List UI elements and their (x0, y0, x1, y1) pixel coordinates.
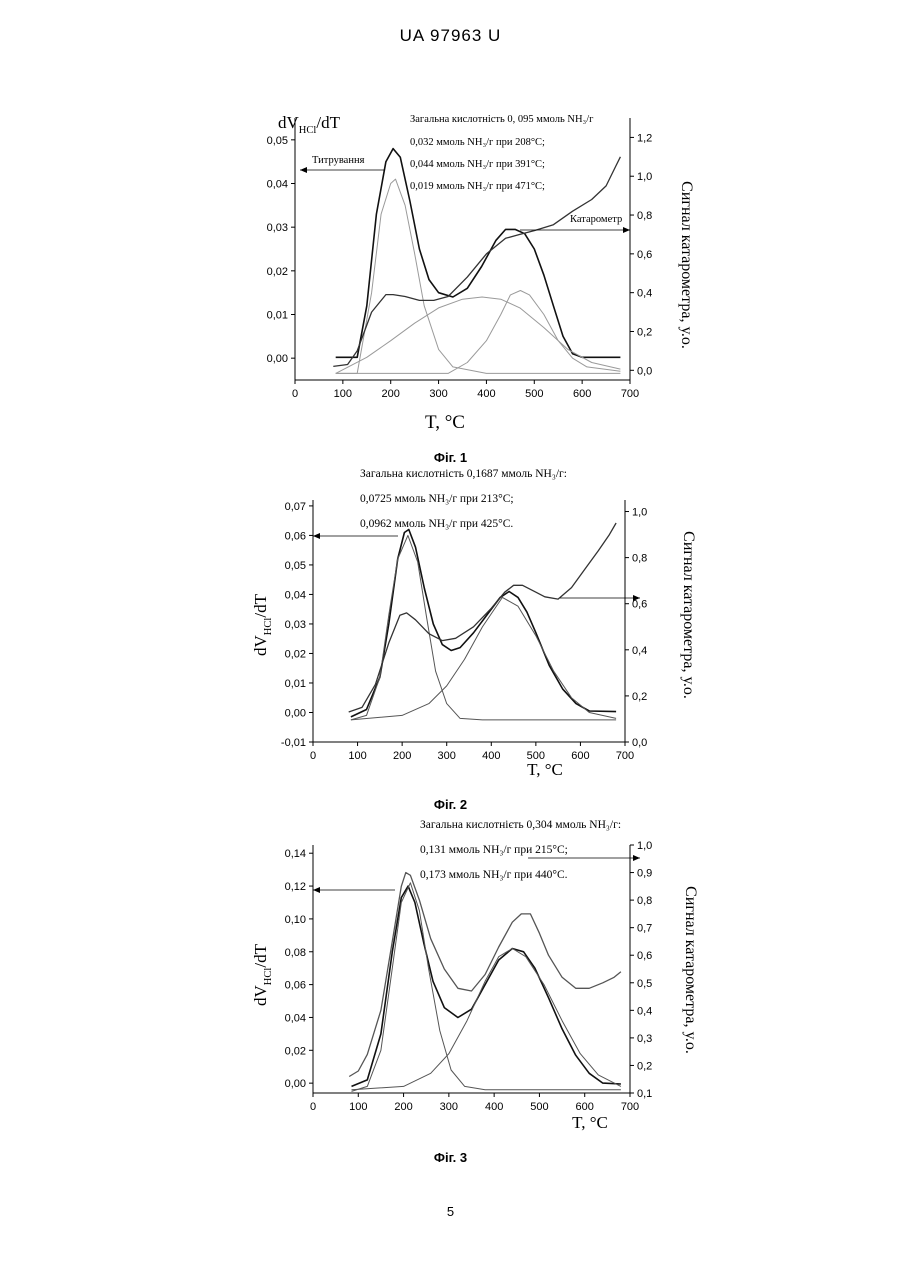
x-axis-label: T, °C (572, 1113, 608, 1132)
y-tick-label: 0,00 (285, 1078, 306, 1090)
annotation-line: 0,131 ммоль NH₃/г при 215°C; (420, 844, 568, 856)
series-line-titration-0 (352, 886, 621, 1086)
y-tick-label: 0,08 (285, 947, 306, 959)
x-tick-label: 400 (485, 1101, 503, 1113)
x-tick-label: 0 (310, 1101, 316, 1113)
y2-tick-label: 0,7 (637, 923, 652, 935)
x-tick-label: 700 (621, 1101, 639, 1113)
y2-tick-label: 0,5 (637, 978, 652, 990)
x-tick-label: 100 (349, 1101, 367, 1113)
series-line-tcd-3 (349, 873, 621, 1077)
annotation-line: Загальна кислотнієть 0,304 ммоль NH₃/г: (420, 819, 621, 831)
figure-3: 0 100 200 300 400 500 600 700 0,00 0,02 0,04 0,06 0,… (0, 0, 901, 1150)
chart-3: 0 100 200 300 400 500 600 700 0,00 0,02 0,04 0,06 0,… (0, 0, 901, 1150)
figure-3-caption: Фіг. 3 (0, 1150, 901, 1165)
x-tick-label: 300 (440, 1101, 458, 1113)
y2-tick-label: 0,2 (637, 1060, 652, 1072)
y2-tick-label: 0,6 (637, 950, 652, 962)
y2-axis-label: Сигнал катарометра, у.о. (682, 886, 699, 1054)
x-tick-label: 500 (530, 1101, 548, 1113)
y2-tick-label: 0,4 (637, 1005, 652, 1017)
annotation-line: 0,173 ммоль NH₃/г при 440°C. (420, 869, 568, 881)
y-tick-label: 0,10 (285, 914, 306, 926)
y2-tick-label: 1,0 (637, 840, 652, 852)
series-line-fit-1 (352, 883, 621, 1092)
y2-tick-label: 0,8 (637, 895, 652, 907)
x-tick-label: 200 (394, 1101, 412, 1113)
y2-tick-label: 0,1 (637, 1088, 652, 1100)
y2-tick-label: 0,3 (637, 1033, 652, 1045)
y-tick-label: 0,04 (285, 1012, 306, 1024)
y-tick-label: 0,12 (285, 881, 306, 893)
page-number: 5 (0, 1204, 901, 1219)
tcd-arrow-head (633, 855, 640, 861)
y-tick-label: 0,14 (285, 848, 306, 860)
y-tick-label: 0,02 (285, 1045, 306, 1057)
x-tick-label: 600 (576, 1101, 594, 1113)
titration-arrow-head (313, 887, 320, 893)
y2-tick-label: 0,9 (637, 868, 652, 880)
y-axis-label: dVHCl/dT (251, 943, 274, 1006)
y-tick-label: 0,06 (285, 980, 306, 992)
